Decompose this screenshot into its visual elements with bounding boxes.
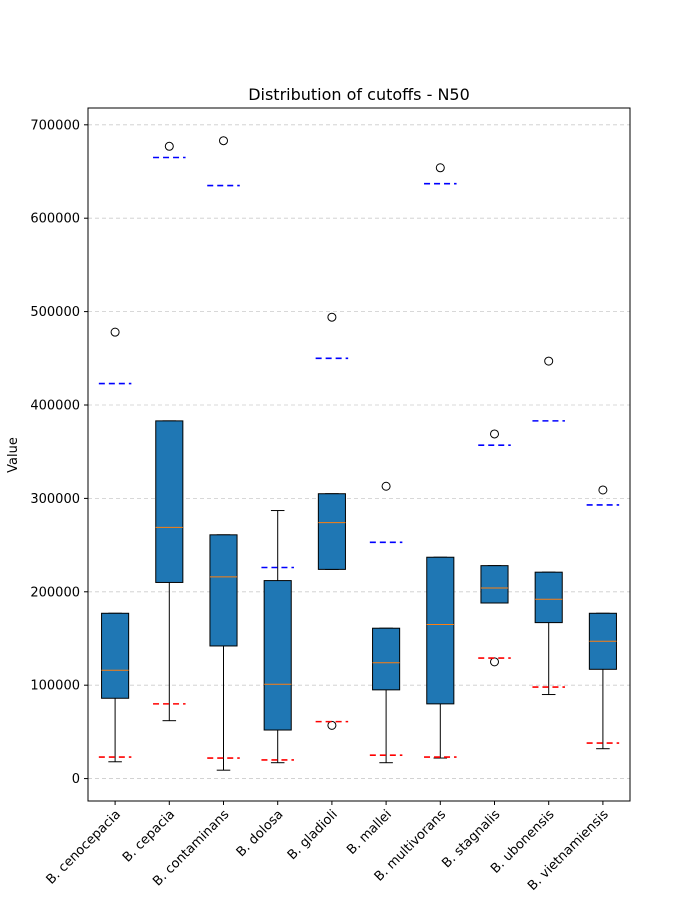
y-tick-label: 300000 [30,492,80,507]
boxes-layer [98,136,620,771]
outlier-point [327,312,337,322]
box-body [480,565,509,604]
box-body [426,556,455,705]
box-body [209,534,238,647]
box-body [263,580,292,731]
box-body [372,627,401,691]
box-group [153,141,186,722]
x-tick-label: B. gladioli [285,807,341,863]
box-group [532,356,565,696]
x-tick-label: B. dolosa [234,807,287,860]
box-group [478,429,511,667]
outlier-point [435,163,445,173]
chart-title: Distribution of cutoffs - N50 [248,85,470,104]
box-group [424,163,457,759]
x-tick-label: B. cepacia [120,807,178,865]
x-tick-label: B. cenocepacia [44,807,124,887]
box-group [586,485,620,750]
outlier-point [110,327,120,337]
y-tick-label: 100000 [30,679,80,694]
box-group [207,136,240,771]
y-tick-label: 0 [72,772,80,787]
box-group [98,327,132,763]
plot-frame [87,107,631,802]
box-body [317,493,346,570]
box-group [369,481,403,764]
outlier-point [598,485,608,495]
box-body [534,571,563,624]
outlier-point [544,356,554,366]
y-tick-label: 600000 [30,212,80,227]
y-tick-label: 400000 [30,399,80,414]
box-body [155,420,184,583]
outlier-point [164,141,174,151]
x-tick-label: B. mallei [344,807,395,858]
box-body [101,612,130,699]
y-tick-label: 200000 [30,585,80,600]
y-axis-label: Value [6,437,21,473]
y-tick-label: 500000 [30,305,80,320]
outlier-point [327,720,337,730]
outlier-point [490,429,499,439]
box-group [261,510,294,764]
y-axis: 0 100000 200000 300000 400000 500000 600000 700… [30,118,88,787]
y-tick-label: 700000 [30,118,80,133]
outlier-point [490,657,499,667]
outlier-point [219,136,228,146]
box-group [315,312,349,730]
outlier-point [381,481,391,491]
